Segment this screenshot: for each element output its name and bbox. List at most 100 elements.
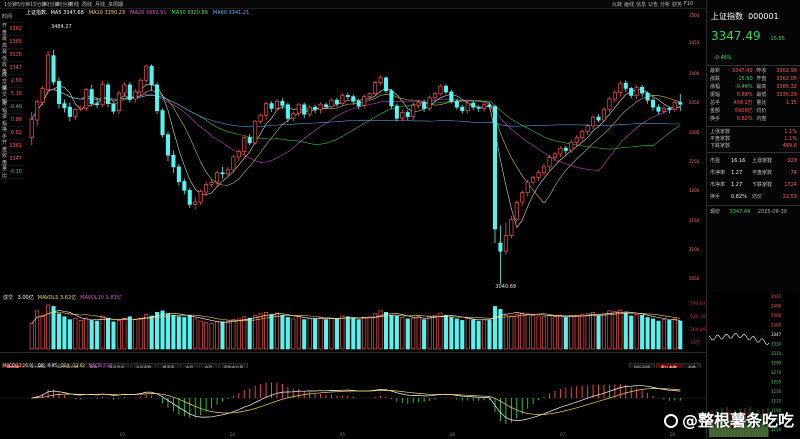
side-row-value: 3347 <box>9 156 22 162</box>
toolbar-btn-1[interactable]: 画线 <box>624 2 635 8</box>
candle <box>329 98 334 110</box>
candle <box>340 93 345 106</box>
volume-bar <box>280 314 285 350</box>
macd-item-1: DEA: -13.62 <box>60 363 85 368</box>
quote-value-2 <box>771 116 797 124</box>
side-row-label: 成交额 <box>2 84 8 105</box>
candle <box>116 90 121 115</box>
candle <box>155 82 160 115</box>
quote-row: 换手 0.82% 内盘 <box>710 116 797 124</box>
volume-bar <box>394 315 399 350</box>
period-tab-4[interactable]: 60分钟 <box>56 2 73 8</box>
side-row: 时间 <box>0 10 24 23</box>
volume-bar <box>133 319 138 350</box>
volume-bar <box>253 314 258 350</box>
candle <box>482 103 487 112</box>
macd-chart[interactable] <box>0 368 706 428</box>
side-row-value: 3365 <box>9 39 22 45</box>
side-row: 换手 0.82 <box>0 127 24 140</box>
toolbar-btn-5[interactable]: 财务 <box>672 2 683 8</box>
toolbar-btn-4[interactable]: 分析 <box>660 2 671 8</box>
candle <box>465 101 470 114</box>
volume-bar <box>318 317 323 350</box>
ma20-line <box>31 88 681 172</box>
period-tab-8[interactable]: 多周期 <box>108 2 124 8</box>
mavol10-line <box>31 311 681 324</box>
macd-item-0: DIF: -9.95 <box>37 363 57 368</box>
toolbar-btn-3[interactable]: 公告 <box>648 2 659 8</box>
candlestick-chart[interactable]: 3484.27 3040.69 <box>24 16 688 292</box>
quote-label: 最新 <box>710 68 721 74</box>
side-row: 振幅 0.88 <box>0 114 24 127</box>
candle <box>373 80 378 97</box>
volume-bar <box>427 316 432 350</box>
period-toolbar: 1分钟 5分钟 15分钟 30分钟 60分钟 日线 周线 月线 多周期 九转 画线 信息 公告 分析 财务 F… <box>0 0 800 9</box>
period-tab-3[interactable]: 30分钟 <box>43 2 60 8</box>
stat-label-2: 平盘家数 <box>752 170 773 176</box>
candle <box>601 107 607 123</box>
volume-bar <box>580 314 585 350</box>
intraday-tick: 3250 <box>771 380 782 385</box>
candle <box>176 163 181 186</box>
candle <box>612 90 617 103</box>
breadth-row: 平盘家数 1.1% <box>710 136 797 143</box>
side-row-value: 0.88 <box>10 117 22 123</box>
volume-bar <box>634 314 639 350</box>
period-tab-1[interactable]: 5分钟 <box>17 2 31 8</box>
price-tick: 3453 <box>689 40 700 46</box>
candle <box>280 98 285 109</box>
volume-bar <box>214 321 220 350</box>
volume-chart[interactable]: 794.67亿 529.78亿 264.89亿 10万 <box>0 301 706 351</box>
candle <box>67 102 72 122</box>
period-tab-6[interactable]: 周线 <box>82 2 93 8</box>
stat-value-2: 74 <box>790 170 797 176</box>
candle <box>645 91 650 104</box>
stat-value-2: 22.53 <box>782 194 797 200</box>
quote-value-2 <box>771 108 797 116</box>
volume-bar <box>552 316 557 350</box>
volume-bar <box>144 314 149 350</box>
quote-value: 5006亿 <box>734 108 753 114</box>
volume-bar <box>296 316 301 350</box>
toolbar-btn-0[interactable]: 九转 <box>612 2 623 8</box>
intraday-tick: 3360 <box>771 323 782 328</box>
volume-bar <box>329 317 334 350</box>
stat-value: 1.27 <box>731 170 743 176</box>
period-tab-7[interactable]: 月线 <box>95 2 106 8</box>
volume-bar <box>536 315 541 350</box>
toolbar-btn-2[interactable]: 信息 <box>636 2 647 8</box>
volume-bar <box>487 320 492 350</box>
candle <box>650 97 656 111</box>
quote-row: 涨跌 -15.50 开盘 3362.05 <box>710 76 797 84</box>
candle <box>569 139 574 153</box>
period-tab-0[interactable]: 1分钟 <box>4 2 18 8</box>
candle <box>422 99 427 112</box>
candle <box>242 135 247 156</box>
candle <box>394 103 399 122</box>
toolbar-btn-6[interactable]: F10 <box>684 1 694 7</box>
candle <box>438 84 443 96</box>
candle <box>40 86 45 106</box>
watermark-text: @整根薯条吃吃 <box>681 411 794 430</box>
intraday-tick: 3380 <box>771 313 782 318</box>
candle <box>547 155 552 171</box>
breadth-row: 上涨家数 1.1% <box>710 129 797 136</box>
candle <box>520 190 525 206</box>
breadth-value: 1.1% <box>784 136 797 142</box>
quote-row: 最新 3347.49 昨收 3362.99 <box>710 68 797 76</box>
candle <box>89 84 94 106</box>
candle <box>62 99 67 113</box>
volume-bar <box>78 320 83 350</box>
stat-label: 换手 <box>710 194 721 200</box>
volume-bar <box>672 318 677 350</box>
quote-label-2: 最低 <box>756 92 767 98</box>
period-tab-5[interactable]: 日线 <box>69 2 80 8</box>
side-row: 收盘 3347 <box>0 62 24 75</box>
quote-value: 0.88% <box>736 92 753 98</box>
volume-bar <box>383 311 389 350</box>
candle <box>378 75 383 85</box>
volume-bar <box>269 314 274 350</box>
intraday-chart[interactable]: 3421 3400 3380 3360 3347 3330 3310 3290 3270 3250… <box>709 292 799 437</box>
candle <box>334 97 339 107</box>
period-tab-2[interactable]: 15分钟 <box>30 2 47 8</box>
